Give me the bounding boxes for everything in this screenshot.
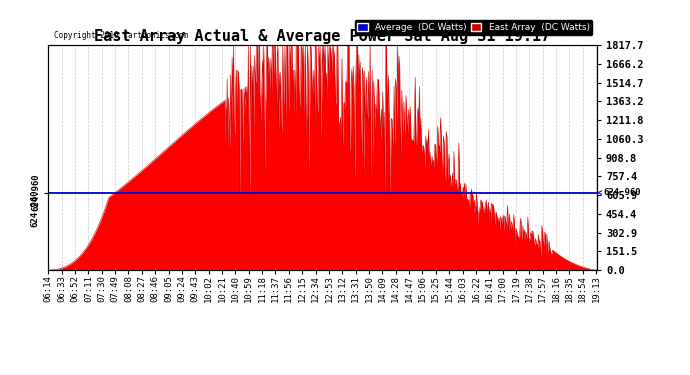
Text: 624.960: 624.960: [31, 174, 40, 211]
Legend: Average  (DC Watts), East Array  (DC Watts): Average (DC Watts), East Array (DC Watts…: [355, 20, 592, 34]
Text: 624.960: 624.960: [598, 188, 642, 197]
Title: East Array Actual & Average Power Sat Aug 31 19:17: East Array Actual & Average Power Sat Au…: [95, 29, 551, 44]
Text: Copyright 2019 Cartronics.com: Copyright 2019 Cartronics.com: [54, 32, 188, 40]
